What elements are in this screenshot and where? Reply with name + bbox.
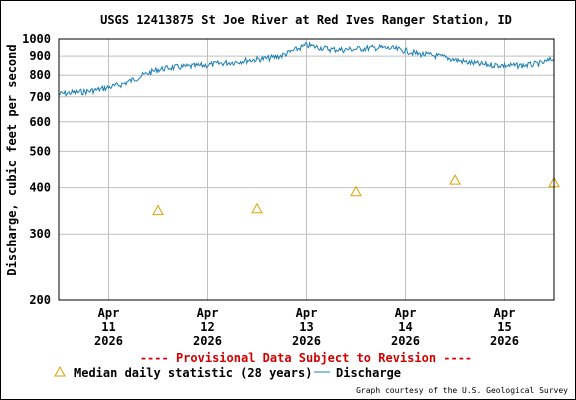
plot-border (58, 38, 555, 301)
legend-median-label: Median daily statistic (28 years) (74, 366, 312, 380)
x-tick-year: 2026 (292, 334, 321, 348)
y-tick-label: 600 (29, 115, 51, 129)
discharge-line (58, 41, 555, 97)
y-tick-label: 400 (29, 181, 51, 195)
legend-discharge-label: Discharge (336, 366, 401, 380)
credit-note: Graph courtesy of the U.S. Geological Su… (356, 386, 568, 395)
median-point (449, 174, 461, 185)
x-tick-year: 2026 (193, 334, 222, 348)
y-tick-label: 900 (29, 49, 51, 63)
x-tick-month: Apr (395, 306, 417, 320)
x-tick-day: 15 (497, 320, 511, 334)
chart-title: USGS 12413875 St Joe River at Red Ives R… (100, 13, 512, 27)
y-tick-label: 700 (29, 90, 51, 104)
series-layer (58, 41, 560, 216)
y-axis-label: Discharge, cubic feet per second (5, 44, 19, 275)
x-tick-year: 2026 (391, 334, 420, 348)
y-tick-label: 1000 (22, 32, 51, 46)
legend-median-marker (54, 365, 66, 377)
y-tick-label: 200 (29, 293, 51, 307)
legend: Median daily statistic (28 years) Discha… (54, 365, 401, 380)
x-tick-year: 2026 (94, 334, 123, 348)
x-tick-day: 14 (398, 320, 412, 334)
x-tick-month: Apr (98, 306, 120, 320)
x-tick-year: 2026 (490, 334, 519, 348)
y-tick-label: 800 (29, 68, 51, 82)
y-tick-label: 300 (29, 227, 51, 241)
x-tick-month: Apr (197, 306, 219, 320)
x-tick-month: Apr (296, 306, 318, 320)
median-point (251, 202, 263, 214)
y-tick-labels: 200 300 400 500 600 700 800 900 1000 (22, 32, 51, 307)
median-point (350, 185, 362, 197)
x-tick-day: 11 (101, 320, 115, 334)
provisional-note: ---- Provisional Data Subject to Revisio… (140, 351, 472, 365)
x-tick-month: Apr (494, 306, 516, 320)
x-tick-day: 12 (200, 320, 214, 334)
y-tick-label: 500 (29, 144, 51, 158)
x-tick-day: 13 (299, 320, 313, 334)
median-point (152, 204, 164, 216)
x-tick-labels: Apr112026Apr122026Apr132026Apr142026Apr1… (94, 306, 519, 348)
